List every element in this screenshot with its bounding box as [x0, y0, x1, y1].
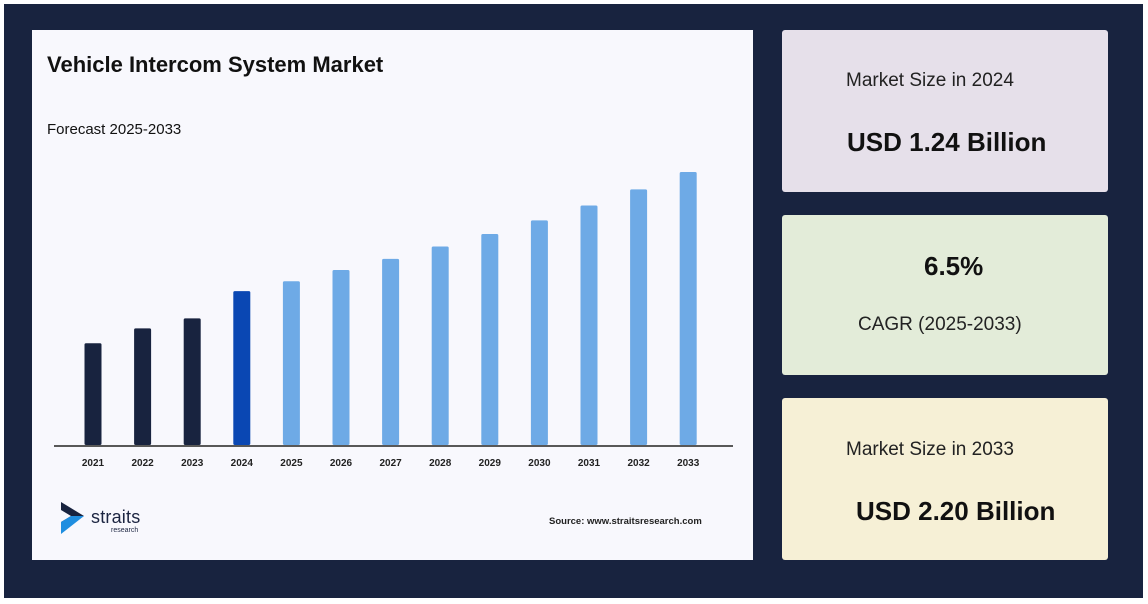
source-note: Source: www.straitsresearch.com — [549, 516, 702, 527]
bar-2024 — [233, 291, 251, 445]
tick-label-2026: 2026 — [330, 458, 353, 469]
cagr-card: 6.5% CAGR (2025-2033) — [782, 215, 1108, 375]
bar-2022 — [134, 328, 152, 445]
bar-2023 — [183, 318, 201, 445]
bar-2031 — [580, 205, 598, 445]
market-size-2033-label: Market Size in 2033 — [846, 439, 1014, 460]
tick-label-2021: 2021 — [82, 458, 105, 469]
bars-group — [84, 172, 697, 445]
bar-2032 — [630, 189, 648, 445]
tick-label-2033: 2033 — [677, 458, 700, 469]
market-size-2033-card: Market Size in 2033 USD 2.20 Billion — [782, 398, 1108, 560]
tick-label-2023: 2023 — [181, 458, 204, 469]
tick-label-2022: 2022 — [131, 458, 154, 469]
bar-2027 — [382, 258, 400, 445]
tick-label-2030: 2030 — [528, 458, 551, 469]
bar-2026 — [332, 270, 350, 445]
tick-labels-group: 2021 2022 2023 2024 2025 2026 2027 2028 2029 2030… — [82, 458, 700, 469]
bar-2029 — [481, 234, 499, 445]
bar-2025 — [282, 281, 300, 445]
logo-text: straits — [91, 507, 141, 527]
market-size-2024-card: Market Size in 2024 USD 1.24 Billion — [782, 30, 1108, 192]
bar-2021 — [84, 343, 102, 445]
bar-2030 — [530, 220, 548, 445]
market-size-2024-label: Market Size in 2024 — [846, 70, 1014, 91]
logo-subtext: research — [111, 527, 139, 534]
chart-subtitle: Forecast 2025-2033 — [47, 121, 182, 138]
tick-label-2028: 2028 — [429, 458, 452, 469]
straits-logo-icon — [61, 502, 84, 534]
tick-label-2024: 2024 — [231, 458, 254, 469]
bar-2028 — [431, 246, 449, 445]
tick-label-2025: 2025 — [280, 458, 303, 469]
bar-2033 — [679, 172, 697, 445]
market-size-2033-value: USD 2.20 Billion — [856, 496, 1056, 526]
tick-label-2032: 2032 — [627, 458, 650, 469]
market-size-2024-value: USD 1.24 Billion — [847, 127, 1047, 157]
tick-label-2027: 2027 — [379, 458, 402, 469]
chart-title: Vehicle Intercom System Market — [47, 52, 384, 77]
cagr-label: CAGR (2025-2033) — [858, 314, 1022, 335]
cagr-value: 6.5% — [924, 251, 984, 281]
tick-label-2031: 2031 — [578, 458, 601, 469]
tick-label-2029: 2029 — [479, 458, 502, 469]
